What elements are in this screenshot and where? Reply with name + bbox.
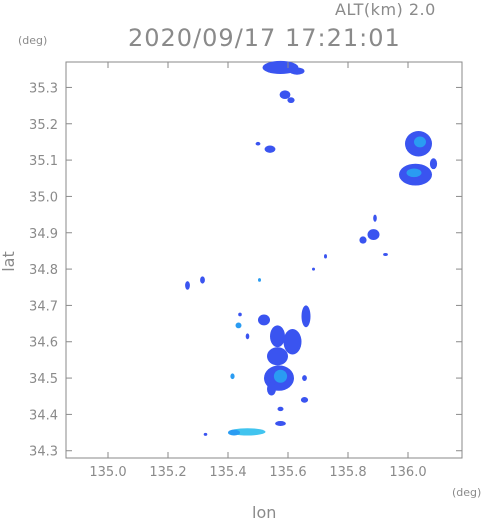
echo-cell-21	[235, 322, 242, 329]
y-tick-label-5: 34.8	[29, 263, 58, 278]
echo-cell-38	[203, 432, 208, 436]
y-axis-unit: (deg)	[18, 34, 48, 47]
echo-cell-19	[324, 254, 327, 259]
echo-cell-33	[300, 396, 309, 403]
x-tick-label-2: 135.4	[209, 465, 246, 480]
echo-cell-9	[406, 168, 422, 178]
echo-cell-26	[267, 347, 288, 366]
echo-cell-16	[200, 276, 205, 284]
plot-frame	[65, 61, 463, 459]
timestamp-title: 2020/09/17 17:21:01	[128, 24, 401, 52]
x-tick-label-3: 135.6	[269, 465, 306, 480]
echo-cell-24	[283, 329, 302, 355]
altitude-label: ALT(km) 2.0	[335, 0, 436, 19]
echo-cell-1	[289, 67, 305, 75]
x-axis-unit: (deg)	[452, 486, 482, 499]
x-axis-label: lon	[252, 503, 277, 522]
echo-cell-32	[302, 375, 307, 381]
echo-cell-10	[429, 158, 438, 170]
echo-cell-18	[312, 267, 315, 271]
x-tick-label-1: 135.2	[149, 465, 186, 480]
echo-cell-35	[275, 420, 286, 427]
echo-cell-3	[287, 97, 295, 104]
y-tick-label-7: 35.0	[29, 190, 58, 205]
echo-cell-7	[414, 136, 426, 148]
y-tick-label-3: 34.6	[29, 336, 58, 351]
x-tick-label-0: 135.0	[89, 465, 126, 480]
echo-cell-15	[185, 281, 190, 290]
y-ticks: 34.3 34.4 34.5 34.6 34.7 34.8 34.9 35.0 35.1 35.2…	[29, 81, 462, 460]
y-tick-label-9: 35.2	[29, 118, 58, 133]
echo-cells	[185, 60, 438, 436]
echo-cell-14	[383, 253, 388, 257]
echo-cell-17	[258, 278, 261, 282]
y-tick-label-6: 34.9	[29, 227, 58, 242]
echo-cell-25	[301, 305, 311, 328]
x-tick-label-5: 136.0	[389, 465, 426, 480]
y-tick-label-8: 35.1	[29, 154, 58, 169]
y-tick-label-0: 34.3	[29, 445, 58, 460]
echo-cell-28	[273, 369, 288, 383]
echo-cell-11	[367, 229, 380, 241]
echo-cell-4	[264, 145, 276, 153]
y-tick-label-2: 34.5	[29, 372, 58, 387]
y-tick-label-10: 35.3	[29, 81, 58, 96]
echo-cell-13	[373, 214, 377, 222]
echo-cell-5	[255, 141, 261, 146]
echo-cell-29	[267, 382, 276, 396]
echo-cell-22	[258, 314, 270, 326]
echo-cell-37	[228, 429, 240, 436]
x-ticks: 135.0 135.2 135.4 135.6 135.8 136.0	[89, 62, 427, 480]
echo-cell-0	[262, 60, 299, 74]
echo-cell-12	[359, 236, 367, 244]
echo-cell-30	[245, 333, 250, 340]
echo-cell-34	[277, 406, 284, 412]
x-tick-label-4: 135.8	[329, 465, 366, 480]
y-tick-label-4: 34.7	[29, 299, 58, 314]
echo-cell-31	[230, 373, 235, 380]
echo-cell-20	[238, 312, 242, 317]
y-tick-label-1: 34.4	[29, 408, 58, 423]
echo-cell-2	[279, 90, 291, 100]
echo-cell-23	[270, 325, 285, 348]
